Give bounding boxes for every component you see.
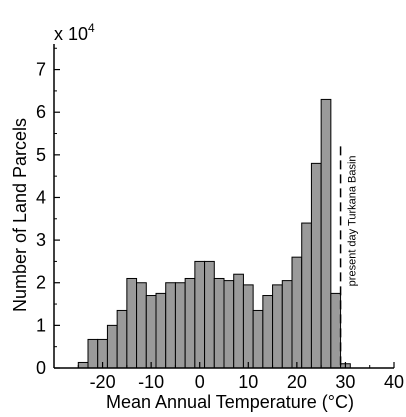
y-axis-multiplier: x 104 — [54, 21, 95, 44]
ticks-layer: 0 1 2 3 4 5 6 7 -20 -10 0 10 20 30 40 — [36, 47, 404, 392]
y-tick-label: 4 — [36, 187, 46, 207]
histogram-bar — [204, 260, 215, 369]
histogram-bar — [87, 338, 99, 369]
x-tick-label: -20 — [90, 372, 116, 392]
histogram-bar — [291, 256, 303, 369]
reference-line-label: present day Turkana Basin — [347, 155, 359, 286]
y-tick-label: 2 — [36, 273, 46, 293]
histogram-bar — [194, 260, 206, 369]
histogram-bar — [310, 162, 322, 369]
x-tick-label: 0 — [195, 372, 205, 392]
histogram-bar — [262, 295, 274, 369]
y-axis-multiplier-base: x 10 — [54, 24, 88, 44]
y-tick-label: 5 — [36, 145, 46, 165]
histogram-bar — [145, 295, 157, 369]
histogram-bar — [223, 280, 235, 369]
x-tick-label: 10 — [238, 372, 258, 392]
histogram-bar — [106, 324, 118, 369]
histogram-bar — [174, 282, 186, 369]
histogram-bar — [281, 280, 293, 369]
histogram-bar — [242, 284, 254, 369]
histogram-bar — [301, 222, 312, 369]
histogram-bar — [165, 282, 176, 369]
histogram-bar — [155, 292, 167, 369]
histogram-bar — [116, 309, 128, 369]
y-axis-multiplier-exponent: 4 — [88, 21, 95, 35]
histogram-bar — [272, 284, 283, 369]
x-tick-label: 40 — [384, 372, 404, 392]
x-tick-label: 20 — [287, 372, 307, 392]
y-axis-label: Number of Land Parcels — [10, 118, 30, 312]
y-tick-label: 3 — [36, 230, 46, 250]
histogram-bar — [136, 282, 147, 369]
y-tick-label: 1 — [36, 315, 46, 335]
histogram-bar — [233, 273, 244, 369]
histogram-bar — [330, 292, 342, 369]
x-axis-label: Mean Annual Temperature (°C) — [106, 392, 354, 412]
histogram-bar — [184, 277, 196, 369]
x-tick-label: 30 — [335, 372, 355, 392]
histogram-bar — [252, 309, 264, 369]
histogram-bar — [213, 277, 225, 369]
histogram-bar — [320, 98, 332, 369]
y-tick-label: 6 — [36, 102, 46, 122]
y-tick-label: 7 — [36, 60, 46, 80]
y-tick-label: 0 — [36, 358, 46, 378]
histogram-bar — [77, 361, 89, 369]
bars-layer — [77, 98, 351, 369]
x-tick-label: -10 — [138, 372, 164, 392]
histogram-bar — [126, 277, 138, 369]
